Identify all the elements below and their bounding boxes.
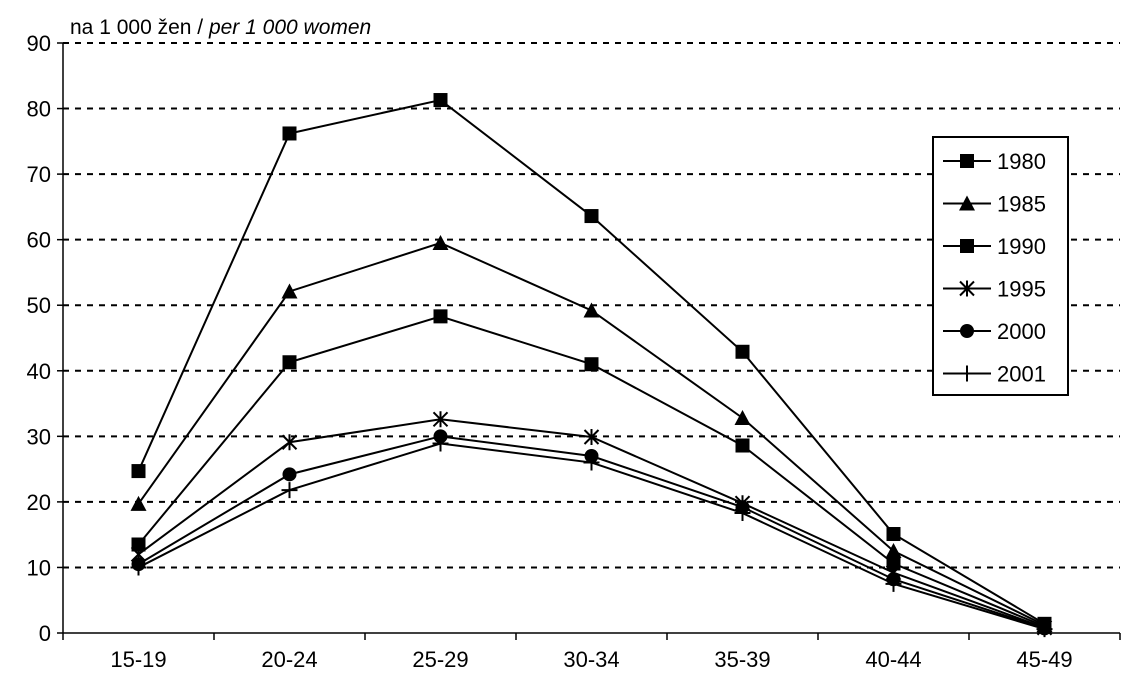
legend-label: 2000 bbox=[997, 319, 1046, 344]
y-tick-label: 20 bbox=[27, 490, 51, 515]
x-tick-label: 35-39 bbox=[714, 647, 770, 672]
legend-label: 1995 bbox=[997, 277, 1046, 302]
data-point bbox=[736, 439, 750, 453]
data-point bbox=[132, 464, 146, 478]
data-point bbox=[434, 93, 448, 107]
data-point bbox=[282, 482, 298, 498]
data-point bbox=[960, 154, 974, 168]
y-tick-label: 40 bbox=[27, 359, 51, 384]
legend-box bbox=[933, 137, 1068, 395]
data-point bbox=[887, 527, 901, 541]
series-1995 bbox=[132, 411, 1052, 635]
legend-label: 1980 bbox=[997, 149, 1046, 174]
data-point bbox=[131, 496, 147, 511]
data-point bbox=[282, 283, 298, 298]
y-tick-label: 0 bbox=[39, 621, 51, 646]
y-tick-label: 10 bbox=[27, 555, 51, 580]
series-2001 bbox=[131, 436, 1053, 638]
y-tick-label: 30 bbox=[27, 424, 51, 449]
data-point bbox=[434, 309, 448, 323]
legend-label: 1990 bbox=[997, 234, 1046, 259]
x-tick-label: 45-49 bbox=[1016, 647, 1072, 672]
data-point bbox=[283, 467, 297, 481]
y-tick-label: 90 bbox=[27, 31, 51, 56]
y-tick-label: 50 bbox=[27, 293, 51, 318]
y-tick-label: 60 bbox=[27, 228, 51, 253]
data-point bbox=[960, 324, 974, 338]
x-tick-label: 30-34 bbox=[563, 647, 619, 672]
series-line bbox=[139, 444, 1045, 630]
legend: 1980 1985 1990 1995 2000 2001 bbox=[933, 137, 1068, 395]
x-tick-label: 40-44 bbox=[865, 647, 921, 672]
legend-label: 2001 bbox=[997, 362, 1046, 387]
y-axis-unit-label: na 1 000 žen / per 1 000 women bbox=[70, 16, 371, 39]
y-tick-label: 80 bbox=[27, 97, 51, 122]
legend-label: 1985 bbox=[997, 192, 1046, 217]
data-point bbox=[585, 357, 599, 371]
data-point bbox=[283, 126, 297, 140]
x-tick-label: 25-29 bbox=[412, 647, 468, 672]
data-point bbox=[960, 239, 974, 253]
x-tick-label: 20-24 bbox=[261, 647, 317, 672]
data-point bbox=[735, 410, 751, 425]
data-point bbox=[585, 209, 599, 223]
data-point bbox=[736, 345, 750, 359]
data-point bbox=[433, 235, 449, 250]
unit-label-italic: per 1 000 women bbox=[208, 16, 371, 39]
unit-label-main: na 1 000 žen / bbox=[70, 16, 209, 39]
data-point bbox=[283, 355, 297, 369]
y-tick-label: 70 bbox=[27, 162, 51, 187]
data-point bbox=[584, 302, 600, 317]
x-tick-label: 15-19 bbox=[110, 647, 166, 672]
